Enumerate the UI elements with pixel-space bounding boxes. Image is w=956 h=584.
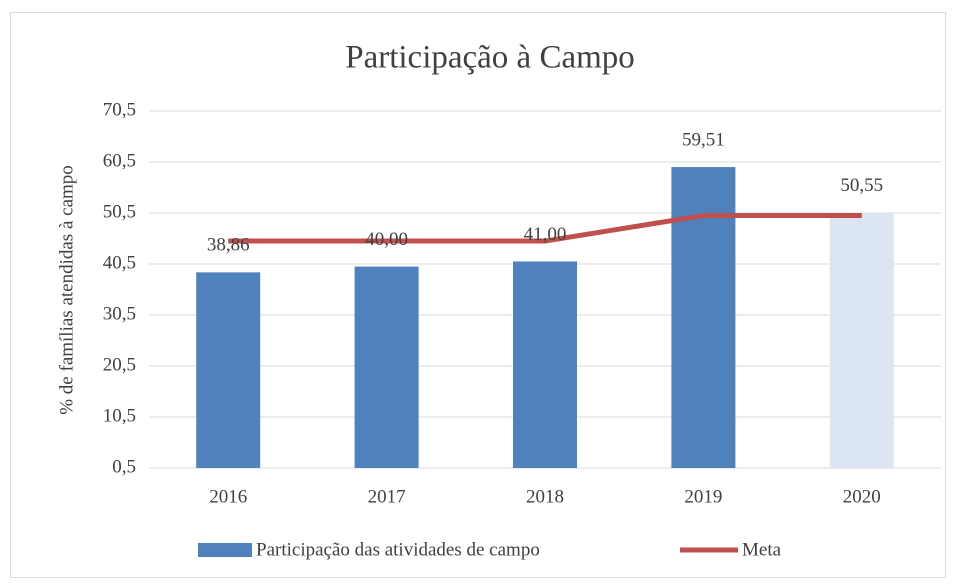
- y-tick-label: 40,5: [103, 252, 136, 273]
- x-tick-label: 2020: [843, 486, 881, 507]
- bar: [513, 261, 577, 468]
- chart-title: Participação à Campo: [345, 40, 635, 76]
- x-tick-label: 2016: [209, 486, 247, 507]
- y-tick-label: 60,5: [103, 150, 136, 171]
- y-tick-label: 70,5: [103, 99, 136, 120]
- x-tick-label: 2018: [526, 486, 564, 507]
- data-label: 40,00: [365, 229, 408, 250]
- data-label: 50,55: [840, 175, 883, 196]
- y-tick-label: 50,5: [103, 201, 136, 222]
- data-label: 41,00: [524, 224, 567, 245]
- y-tick-label: 0,5: [112, 456, 136, 477]
- bar: [354, 266, 419, 468]
- bar: [829, 212, 894, 468]
- bar: [671, 167, 736, 468]
- legend-label: Meta: [742, 539, 782, 560]
- chart-border: [10, 12, 946, 578]
- bar: [196, 272, 261, 468]
- y-tick-label: 20,5: [103, 354, 136, 375]
- data-label: 59,51: [682, 129, 725, 150]
- y-axis-label: % de famílias atendidas à campo: [56, 165, 77, 415]
- line: [228, 213, 862, 244]
- data-label: 38,86: [207, 235, 250, 256]
- x-tick-label: 2019: [684, 486, 722, 507]
- legend-label: Participação das atividades de campo: [256, 539, 540, 560]
- y-tick-label: 10,5: [103, 405, 136, 426]
- legend-swatch: [198, 543, 252, 557]
- x-tick-label: 2017: [368, 486, 406, 507]
- y-tick-label: 30,5: [103, 303, 136, 324]
